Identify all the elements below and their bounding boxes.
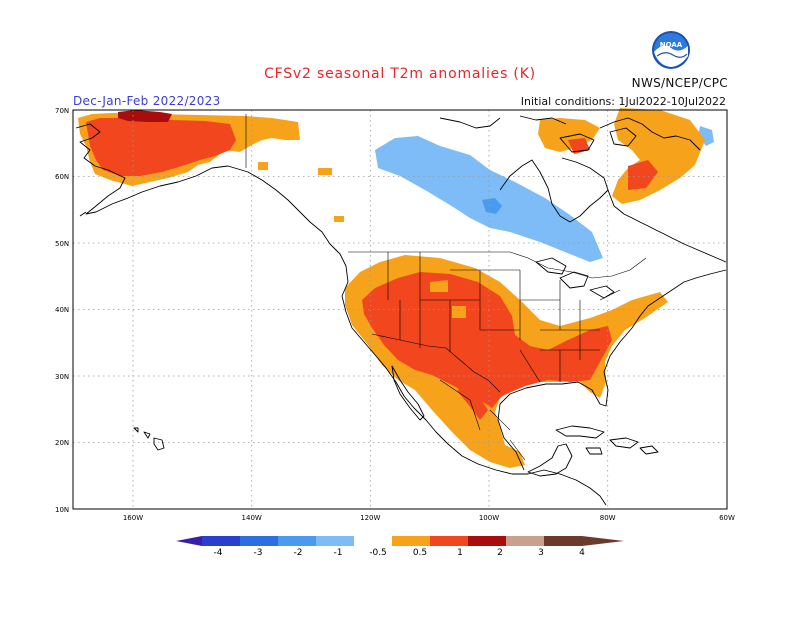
lat-tick-label: 60N [55, 173, 69, 181]
lat-tick-label: 30N [55, 373, 69, 381]
lon-tick-label: 60W [719, 514, 735, 522]
map-frame [72, 109, 728, 510]
noaa-logo: NOAA [652, 31, 690, 69]
legend-label: -4 [214, 548, 223, 558]
legend-swatch-p4-plus [544, 536, 582, 546]
legend-label: 2 [497, 548, 503, 558]
lat-tick-label: 10N [55, 506, 69, 514]
lon-tick-label: 160W [123, 514, 143, 522]
graticule [73, 110, 727, 509]
legend-label: 4 [579, 548, 585, 558]
anomaly-shading [78, 108, 714, 468]
lat-tick-label: 70N [55, 107, 69, 115]
southwest-us-strong-warm-anomaly [362, 272, 612, 408]
legend-label: 3 [538, 548, 544, 558]
legend-swatch-neg4-neg3 [202, 536, 240, 546]
coastlines [75, 115, 727, 506]
canada-cooler-anomaly [482, 198, 502, 214]
alaska-strong-warm-anomaly [86, 118, 236, 176]
lon-tick-label: 120W [360, 514, 380, 522]
legend-label: -3 [254, 548, 263, 558]
borders [245, 114, 647, 461]
legend-label: -1 [334, 548, 343, 558]
legend-swatch-p2-3 [468, 536, 506, 546]
lat-tick-label: 50N [55, 240, 69, 248]
lat-tick-label: 40N [55, 306, 69, 314]
alaska-extreme-warm-anomaly [118, 110, 172, 122]
season-label: Dec-Jan-Feb 2022/2023 [73, 94, 221, 108]
noaa-logo-text: NOAA [660, 41, 683, 49]
legend-label: -0.5 [369, 548, 387, 558]
agency-label: NWS/NCEP/CPC [631, 76, 728, 90]
legend-swatch-lt-neg4 [176, 536, 202, 546]
lon-tick-label: 140W [242, 514, 262, 522]
legend-swatch-p1-2 [430, 536, 468, 546]
lat-tick-label: 20N [55, 439, 69, 447]
legend-swatch-neg3-neg2 [240, 536, 278, 546]
legend-label: -2 [294, 548, 303, 558]
legend-swatch-neg2-neg1 [278, 536, 316, 546]
legend-swatch-neutral [354, 536, 392, 546]
legend-swatch-neg1-neg05 [316, 536, 354, 546]
lon-tick-label: 100W [479, 514, 499, 522]
legend-swatch-gt4 [582, 536, 624, 546]
legend-label: 0.5 [413, 548, 427, 558]
initial-conditions-label: Initial conditions: 1Jul2022-10Jul2022 [520, 95, 726, 108]
legend-swatch-p3-4 [506, 536, 544, 546]
map-title: CFSv2 seasonal T2m anomalies (K) [264, 66, 536, 82]
legend-swatch-p05-1 [392, 536, 430, 546]
lon-tick-label: 80W [600, 514, 616, 522]
legend-label: 1 [457, 548, 463, 558]
